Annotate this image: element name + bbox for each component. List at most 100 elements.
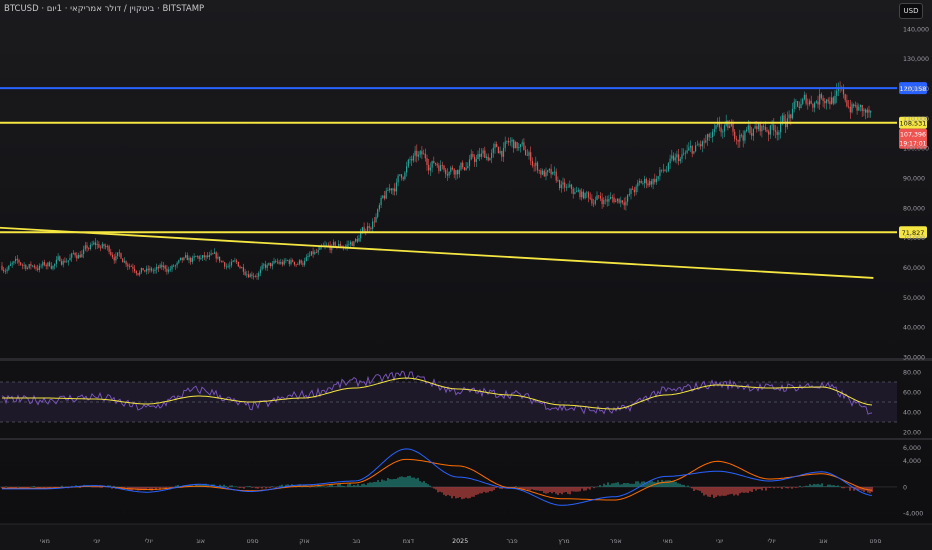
symbol-title[interactable]: BTCUSD · ביטקוין / דולר אמריקאי · 1יום ·… — [4, 4, 205, 14]
candle-body — [407, 159, 409, 167]
macd-histogram-bar — [773, 486, 775, 489]
candle-body — [718, 122, 720, 128]
candle-body — [242, 267, 244, 272]
price-tag — [899, 116, 927, 129]
macd-histogram-bar — [551, 486, 553, 494]
macd-histogram-bar — [645, 482, 647, 487]
macd-histogram-bar — [559, 486, 561, 494]
macd-histogram-bar — [499, 486, 501, 489]
macd-histogram-bar — [337, 484, 339, 487]
candle-body — [38, 265, 40, 270]
macd-histogram-bar — [703, 486, 705, 496]
candle-body — [54, 263, 56, 266]
candle-body — [287, 260, 289, 261]
candle-body — [113, 257, 115, 261]
candle-body — [96, 244, 98, 245]
candle-body — [203, 255, 205, 258]
candle-body — [16, 258, 18, 260]
candle-body — [820, 94, 822, 99]
candle-body — [256, 276, 258, 278]
macd-histogram-bar — [309, 486, 311, 488]
macd-histogram-bar — [633, 483, 635, 487]
candle-body — [147, 268, 149, 271]
candle-body — [797, 101, 799, 107]
candle-body — [462, 162, 464, 168]
candle-body — [723, 125, 726, 132]
candle-body — [77, 254, 80, 259]
candle-body — [781, 115, 783, 123]
candle-body — [577, 190, 579, 192]
last-price-label: 107,396 — [900, 132, 926, 139]
candle-body — [253, 276, 255, 277]
candle-body — [307, 256, 309, 258]
candle-body — [409, 159, 411, 160]
macd-histogram-bar — [707, 486, 709, 497]
candle-body — [761, 125, 763, 132]
candle-body — [101, 244, 103, 248]
candle-body — [110, 251, 112, 255]
macd-histogram-bar — [245, 486, 247, 488]
candle-body — [642, 183, 644, 184]
candle-body — [819, 94, 821, 105]
macd-histogram-bar — [587, 486, 589, 489]
macd-histogram-bar — [235, 486, 237, 487]
macd-histogram-bar — [783, 486, 785, 488]
macd-histogram-bar — [525, 486, 527, 490]
candle-body — [74, 252, 76, 256]
candle-body — [424, 153, 426, 159]
candle-body — [59, 256, 61, 262]
candle-body — [276, 261, 278, 263]
macd-histogram-bar — [571, 486, 573, 492]
candle-body — [67, 260, 69, 262]
candle-body — [705, 140, 707, 143]
macd-histogram-bar — [739, 486, 741, 494]
candle-body — [42, 262, 44, 266]
macd-histogram-bar — [821, 483, 823, 487]
candle-body — [538, 170, 540, 171]
candle-body — [89, 245, 91, 250]
candle-body — [234, 260, 236, 262]
macd-histogram-bar — [865, 486, 867, 491]
candle-body — [297, 264, 299, 265]
candle-body — [689, 145, 692, 148]
candle-body — [467, 166, 469, 168]
candle-body — [701, 141, 703, 147]
macd-histogram-bar — [277, 486, 279, 488]
macd-histogram-bar — [377, 480, 379, 487]
macd-histogram-bar — [583, 486, 585, 491]
macd-histogram-bar — [835, 485, 837, 487]
candle-body — [783, 115, 785, 122]
candle-body — [576, 191, 578, 193]
macd-histogram-bar — [71, 485, 73, 487]
candle-body — [494, 143, 496, 148]
candle-body — [11, 263, 13, 265]
candle-body — [161, 264, 163, 268]
candle-body — [591, 198, 593, 204]
macd-histogram-bar — [713, 486, 715, 499]
macd-histogram-bar — [859, 486, 861, 490]
macd-histogram-bar — [557, 486, 559, 495]
candle-body — [195, 256, 197, 257]
currency-button[interactable]: USD — [899, 3, 923, 19]
candle-body — [865, 109, 867, 113]
candle-body — [434, 163, 437, 165]
candle-body — [249, 274, 251, 278]
macd-histogram-bar — [701, 486, 703, 493]
candle-body — [173, 265, 175, 267]
candle-body — [722, 131, 724, 133]
macd-histogram-bar — [517, 486, 519, 488]
macd-histogram-bar — [453, 486, 455, 497]
macd-histogram-bar — [605, 484, 607, 487]
candle-body — [88, 248, 90, 250]
candle-body — [661, 169, 663, 171]
candle-body — [817, 101, 819, 105]
macd-histogram-bar — [125, 486, 127, 488]
candle-body — [553, 171, 556, 173]
macd-histogram-bar — [539, 486, 541, 491]
candle-body — [470, 153, 472, 160]
macd-histogram-bar — [845, 486, 847, 488]
macd-histogram-bar — [811, 485, 813, 487]
macd-histogram-bar — [741, 486, 743, 493]
macd-histogram-bar — [149, 486, 151, 491]
candle-body — [528, 152, 530, 156]
